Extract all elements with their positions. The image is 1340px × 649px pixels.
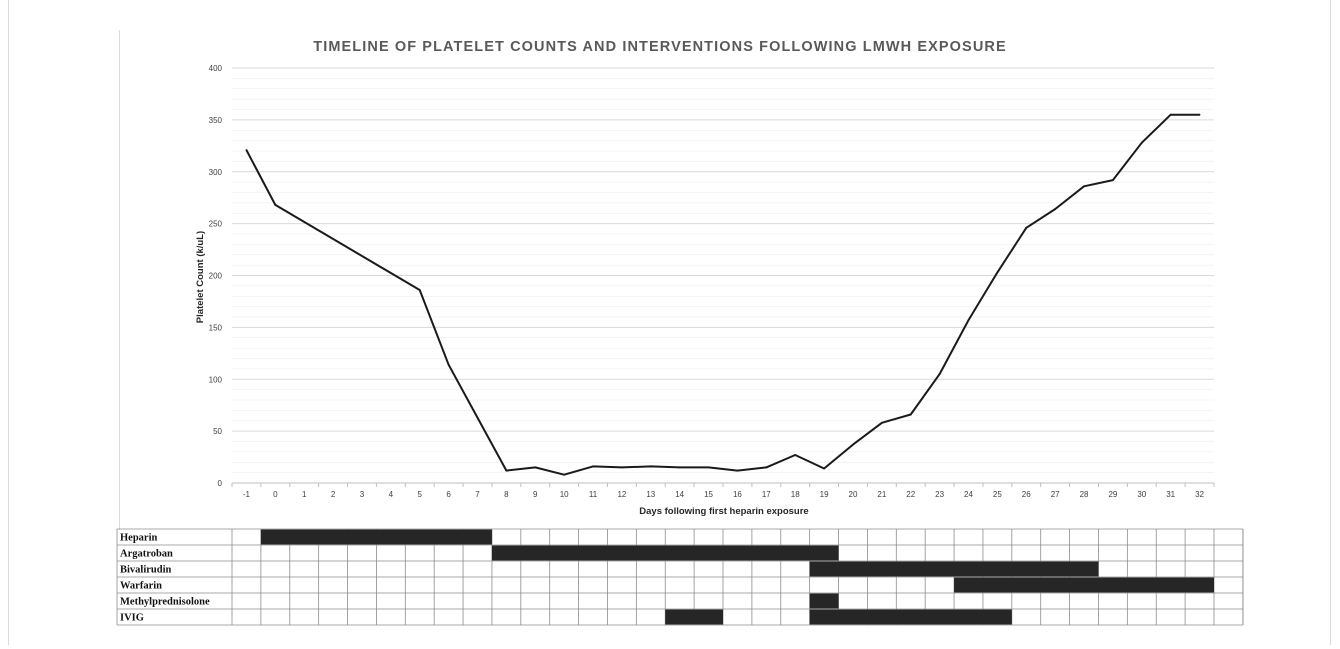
- y-tick-label: 50: [213, 427, 222, 436]
- data-point: [1054, 208, 1057, 211]
- data-point: [765, 466, 768, 469]
- x-tick-label: 20: [849, 490, 858, 499]
- data-point: [534, 466, 537, 469]
- x-tick-label: 28: [1080, 490, 1089, 499]
- y-axis-label: Platelet Count (k/uL): [195, 231, 206, 323]
- intervention-label: Warfarin: [120, 581, 162, 592]
- x-tick-label: 4: [389, 490, 394, 499]
- x-tick-label: -1: [243, 490, 251, 499]
- y-tick-label: 200: [209, 272, 223, 281]
- x-tick-label: 30: [1137, 490, 1146, 499]
- right-border: [1330, 0, 1331, 645]
- data-point: [1140, 141, 1143, 144]
- intervention-bar: [809, 593, 839, 609]
- data-point: [592, 465, 594, 468]
- data-point: [649, 465, 652, 468]
- x-tick-label: 7: [475, 490, 480, 499]
- data-point: [1198, 113, 1201, 116]
- y-tick-label: 300: [209, 168, 223, 177]
- data-point: [1025, 226, 1028, 229]
- intervention-bar: [809, 561, 1099, 577]
- x-tick-label: 27: [1051, 490, 1060, 499]
- data-point: [938, 373, 941, 375]
- x-tick-label: 15: [704, 490, 713, 499]
- x-tick-label: 18: [791, 490, 800, 499]
- data-point: [996, 271, 999, 274]
- intervention-label: Argatroban: [120, 549, 173, 560]
- intervention-label: Methylprednisolone: [120, 597, 210, 608]
- x-tick-label: 31: [1166, 490, 1175, 499]
- data-point: [505, 469, 508, 472]
- intervention-timeline: Heparin Argatroban Bivalirudin Warfarin Meth…: [116, 528, 1244, 626]
- x-tick-label: 25: [993, 490, 1002, 499]
- x-tick-label: 1: [302, 490, 307, 499]
- data-point: [880, 421, 883, 424]
- intervention-label: Bivalirudin: [120, 565, 172, 576]
- x-tick-label: 26: [1022, 490, 1031, 499]
- y-tick-label: 250: [209, 220, 223, 229]
- x-tick-label: 14: [675, 490, 684, 499]
- y-tick-label: 150: [209, 323, 223, 332]
- x-tick-label: 8: [504, 490, 509, 499]
- data-point: [621, 466, 623, 469]
- data-point: [245, 149, 248, 151]
- intervention-bar: [665, 609, 723, 625]
- data-point: [418, 289, 421, 291]
- intervention-bar: [491, 545, 839, 561]
- series-layer: [245, 113, 1201, 476]
- y-tick-label: 100: [209, 375, 223, 384]
- data-point: [678, 466, 681, 469]
- data-point: [274, 204, 277, 206]
- intervention-bar: [809, 609, 1012, 625]
- intervention-label: Heparin: [120, 533, 157, 544]
- x-tick-label: 17: [762, 490, 771, 499]
- x-tick-label: 12: [617, 490, 626, 499]
- data-point: [1112, 179, 1114, 181]
- gridlines: [231, 67, 1215, 487]
- intervention-label: IVIG: [120, 613, 144, 624]
- x-tick-label: 13: [646, 490, 655, 499]
- x-tick-label: 9: [533, 490, 538, 499]
- data-point: [736, 469, 739, 472]
- data-point: [563, 473, 566, 476]
- data-point: [852, 443, 854, 446]
- data-point: [909, 413, 912, 416]
- x-tick-label: 24: [964, 490, 973, 499]
- x-tick-label: 16: [733, 490, 742, 499]
- x-tick-label: 11: [589, 490, 598, 499]
- x-tick-label: 2: [331, 490, 336, 499]
- x-tick-label: 21: [877, 490, 886, 499]
- intervention-bar: [260, 529, 492, 545]
- intervention-bar: [954, 577, 1214, 593]
- x-tick-label: 29: [1108, 490, 1117, 499]
- y-tick-labels: 0 50 100 150 200 250 300 350 400: [209, 64, 223, 488]
- x-tick-label: 22: [906, 490, 915, 499]
- x-tick-labels: -1 0 1 2 3 4 5 6 7 8 9 10 11 12 13 14 15 16 17 18 19 20 21 22 23…: [243, 490, 1205, 499]
- y-tick-label: 0: [218, 479, 223, 488]
- data-point: [794, 454, 797, 456]
- x-tick-label: 6: [446, 490, 451, 499]
- x-tick-label: 0: [273, 490, 278, 499]
- data-point: [1083, 185, 1085, 188]
- data-point: [447, 363, 450, 366]
- x-tick-label: 5: [418, 490, 423, 499]
- data-point: [707, 466, 710, 469]
- data-point: [823, 467, 825, 470]
- x-axis-label: Days following first heparin exposure: [639, 506, 808, 517]
- chart-area-left-border: [119, 30, 120, 530]
- x-tick-label: 3: [360, 490, 365, 499]
- data-point: [967, 319, 970, 322]
- x-tick-label: 23: [935, 490, 944, 499]
- y-tick-label: 350: [209, 116, 223, 125]
- x-tick-label: 10: [560, 490, 569, 499]
- chart-title: TIMELINE OF PLATELET COUNTS AND INTERVEN…: [313, 39, 1007, 55]
- data-point: [1169, 113, 1172, 116]
- x-tick-label: 19: [820, 490, 829, 499]
- x-tick-label: 32: [1195, 490, 1204, 499]
- y-tick-label: 400: [209, 64, 223, 73]
- left-border: [8, 0, 9, 645]
